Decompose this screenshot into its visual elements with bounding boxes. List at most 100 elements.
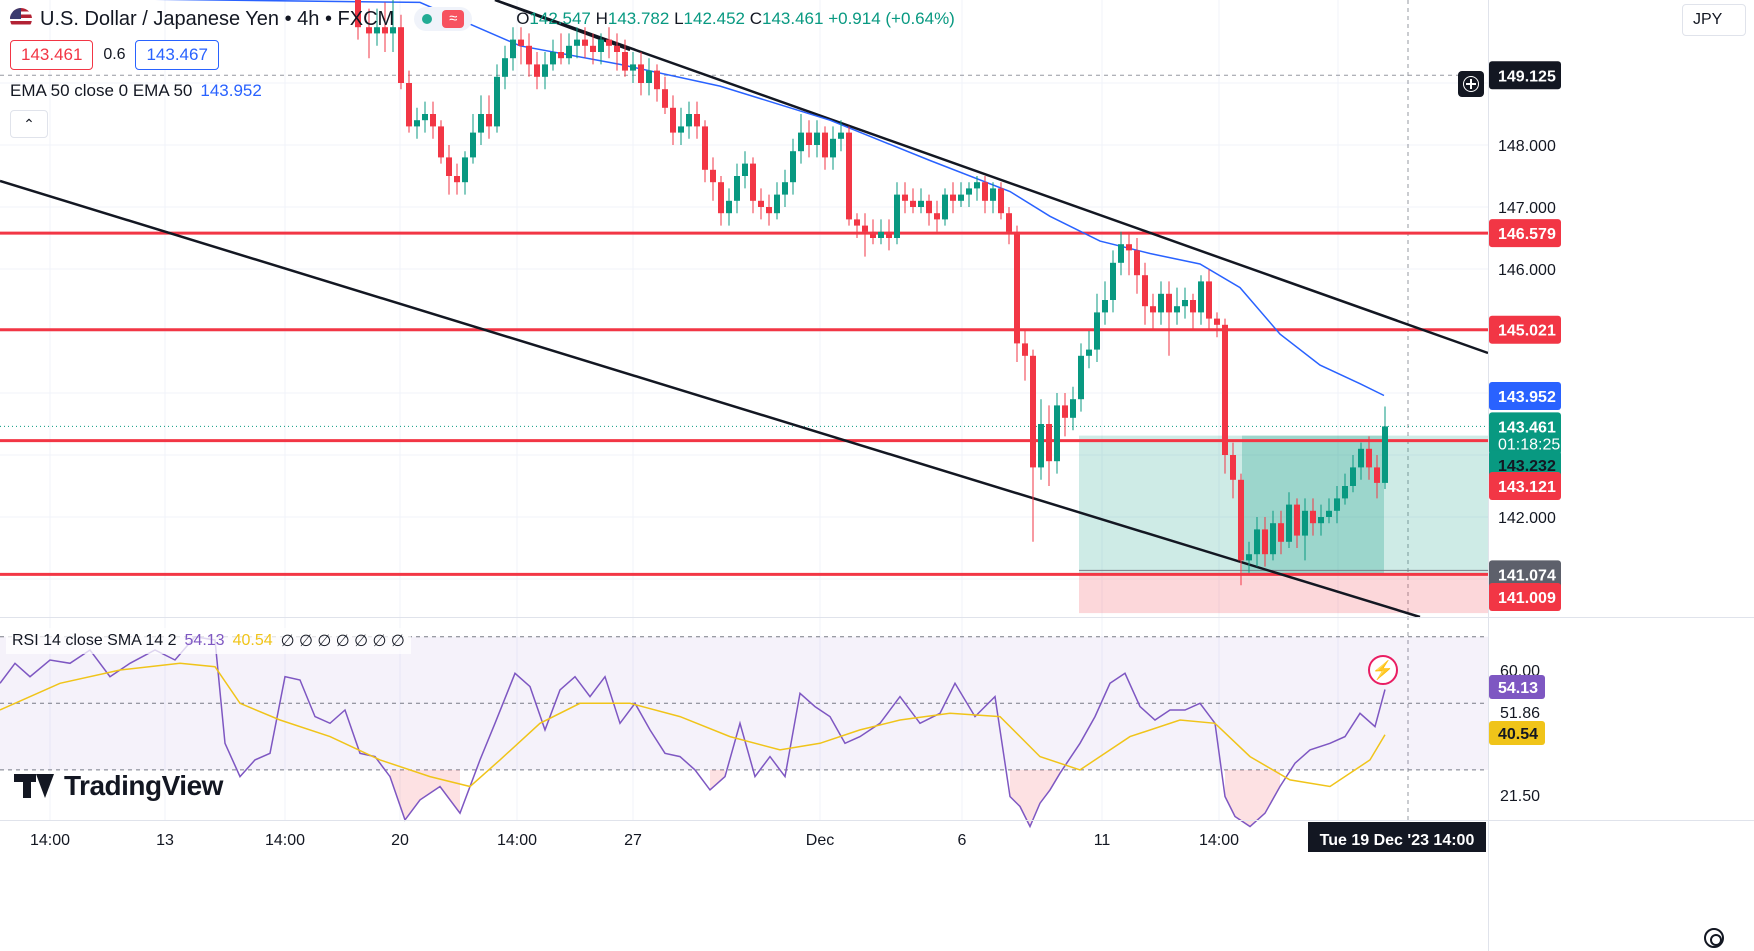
- rsi-sma-legend-value: 40.54: [232, 632, 273, 649]
- candle-body: [422, 114, 428, 121]
- candle-body: [862, 225, 868, 232]
- candle-body: [718, 182, 724, 214]
- symbol-title[interactable]: U.S. Dollar / Japanese Yen • 4h • FXCM: [40, 7, 395, 30]
- candle-body: [1094, 312, 1100, 350]
- tradingview-mark-icon: [14, 772, 54, 800]
- candle-body: [958, 194, 964, 201]
- candle-body: [1110, 262, 1116, 300]
- plus-circle-icon: [1463, 76, 1479, 92]
- candle-body: [1174, 306, 1180, 313]
- spread-value: 0.6: [103, 46, 126, 63]
- close-value: 143.461: [762, 9, 824, 28]
- candle-body: [1222, 324, 1228, 455]
- candle-body: [622, 52, 628, 71]
- candles: [355, 0, 1388, 586]
- price-label-bg: [1489, 61, 1561, 90]
- candle-body: [646, 70, 652, 83]
- candle-body: [782, 182, 788, 195]
- candle-body: [814, 132, 820, 145]
- add-alert-button[interactable]: [1458, 71, 1484, 97]
- time-cursor-bg: [1308, 822, 1486, 852]
- candle-body: [1198, 281, 1204, 313]
- candle-body: [766, 207, 772, 214]
- open-label: O: [516, 9, 530, 28]
- ema-legend-label: EMA 50 close 0 EMA 50: [10, 81, 193, 100]
- long-position-box[interactable]: [1079, 435, 1488, 614]
- currency-label[interactable]: JPY: [1682, 4, 1746, 36]
- price-label-bg: [1489, 315, 1561, 344]
- lightning-icon[interactable]: ⚡: [1368, 655, 1398, 685]
- rsi-legend-extras: ∅ ∅ ∅ ∅ ∅ ∅ ∅: [280, 633, 405, 650]
- time-axis[interactable]: 14:00 13 14:00 20 14:00 27 Dec 6 11 14:00 Tue 19 D…: [30, 822, 1486, 852]
- sell-button[interactable]: 143.461: [10, 40, 94, 70]
- candle-body: [550, 52, 556, 65]
- candle-body: [1278, 523, 1284, 542]
- time-tick-label: 13: [156, 832, 174, 849]
- candle-body: [790, 151, 796, 183]
- gear-icon[interactable]: [1704, 928, 1724, 948]
- pane-separator[interactable]: [0, 617, 1754, 618]
- candle-body: [1382, 426, 1388, 483]
- candle-body: [542, 64, 548, 77]
- candle-body: [438, 126, 444, 158]
- candle-body: [662, 89, 668, 108]
- candle-body: [1142, 275, 1148, 307]
- tradingview-logo[interactable]: TradingView: [14, 770, 223, 802]
- rsi-tick-label: 21.50: [1500, 788, 1540, 805]
- candle-body: [910, 200, 916, 207]
- profit-zone: [1079, 435, 1488, 575]
- time-tick-label: 14:00: [497, 832, 537, 849]
- candle-body: [934, 213, 940, 220]
- time-cursor-label: Tue 19 Dec '23 14:00: [1320, 832, 1475, 849]
- candle-body: [1054, 405, 1060, 462]
- candle-body: [982, 182, 988, 201]
- candle-body: [1062, 405, 1068, 418]
- candle-body: [894, 194, 900, 238]
- candle-body: [886, 231, 892, 238]
- rsi-legend[interactable]: RSI 14 close SMA 14 2 54.13 40.54 ∅ ∅ ∅ …: [6, 628, 411, 654]
- buy-button[interactable]: 143.467: [135, 40, 219, 70]
- time-tick-label: 20: [391, 832, 409, 849]
- time-tick-label: 14:00: [1199, 832, 1239, 849]
- price-tick-label: 146.000: [1498, 262, 1556, 279]
- candle-body: [678, 126, 684, 133]
- price-label: 145.021: [1498, 323, 1556, 340]
- candle-body: [390, 27, 396, 34]
- candle-body: [1070, 399, 1076, 418]
- candle-body: [382, 27, 388, 34]
- candle-body: [1182, 300, 1188, 307]
- candle-body: [1302, 510, 1308, 536]
- candle-body: [558, 52, 564, 59]
- candle-body: [1150, 306, 1156, 313]
- candle-body: [1238, 479, 1244, 561]
- candle-body: [702, 126, 708, 170]
- ema-legend[interactable]: EMA 50 close 0 EMA 50 143.952: [10, 81, 262, 101]
- price-label-bg: [1489, 219, 1561, 248]
- price-label: 143.461: [1498, 419, 1556, 436]
- candle-body: [1358, 448, 1364, 468]
- horizontal-levels[interactable]: [0, 231, 1488, 576]
- price-label: 141.074: [1498, 567, 1556, 584]
- candle-body: [838, 132, 844, 139]
- rsi-legend-label: RSI 14 close SMA 14 2: [12, 632, 177, 649]
- candle-body: [374, 27, 380, 34]
- loss-zone: [1079, 574, 1488, 614]
- low-label: L: [674, 9, 684, 28]
- price-axis[interactable]: 148.000 147.000 146.000 142.000 149.125 146.5…: [1489, 61, 1561, 611]
- price-tick-label: 148.000: [1498, 138, 1556, 155]
- market-open-dot-icon: [422, 14, 433, 24]
- trendline-upper: [494, 0, 1489, 355]
- rsi-tick-label: 51.86: [1500, 705, 1540, 722]
- price-axis-separator: [1488, 0, 1489, 951]
- candle-body: [926, 200, 932, 214]
- candle-body: [366, 27, 372, 34]
- candle-body: [590, 45, 596, 52]
- candle-body: [654, 70, 660, 90]
- rsi-sma-line: [0, 662, 1386, 788]
- market-status-pill[interactable]: ≈: [414, 7, 473, 31]
- rsi-pane: [0, 635, 1488, 829]
- collapse-legend-button[interactable]: ⌃: [10, 110, 48, 138]
- ohlc-readout: O142.547 H143.782 L142.452 C143.461 +0.9…: [516, 9, 955, 29]
